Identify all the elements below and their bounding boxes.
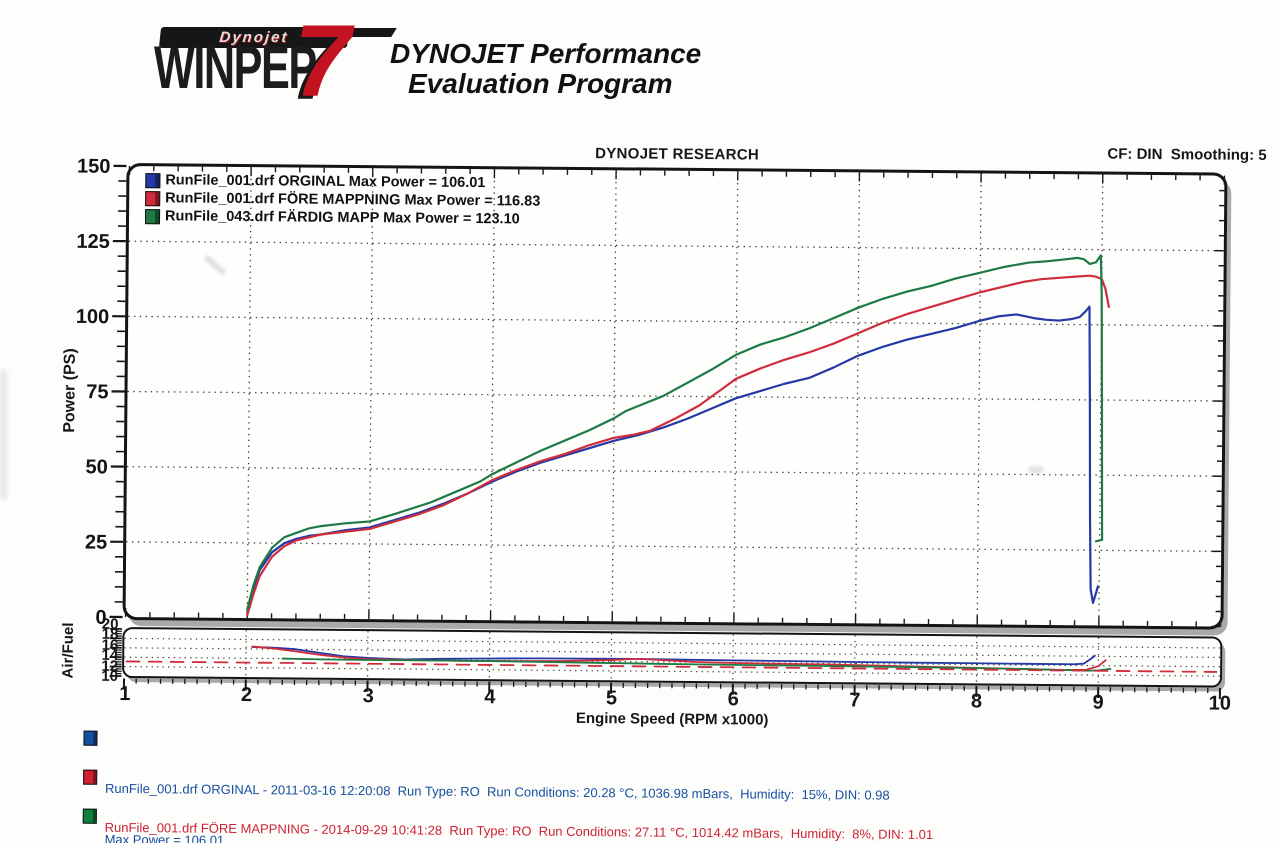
svg-text:75: 75 (86, 381, 108, 403)
legend-swatch-red (145, 190, 161, 206)
svg-text:150: 150 (77, 156, 111, 178)
legend-swatch-blue (145, 172, 161, 188)
x-tick-label: 2 (240, 684, 253, 707)
svg-text:100: 100 (76, 306, 110, 328)
run-swatch-green (82, 808, 97, 824)
x-tick-label: 6 (727, 688, 739, 711)
x-tick-label: 4 (484, 686, 496, 709)
scan-edge-shadow (0, 370, 7, 500)
airfuel-chart-plot (109, 627, 1221, 700)
scan-smudge (1028, 466, 1044, 474)
legend-label: RunFile_001.drf ORGINAL Max Power = 106.… (165, 172, 486, 192)
x-axis-title: Engine Speed (RPM x1000) (575, 709, 769, 729)
tagline-line1: DYNOJET Performance (390, 38, 702, 69)
power-chart-plot: 0 25 50 75 100 125 150 (76, 156, 1226, 629)
correction-smoothing-text: CF: DIN Smoothing: 5 (1107, 145, 1267, 164)
svg-text:125: 125 (76, 231, 110, 253)
tagline-line2: Evaluation Program (408, 68, 673, 99)
x-tick-label: 8 (970, 690, 983, 713)
power-chart-frame: 0 25 50 75 100 125 150 RunFile_001.drf ORGINAL… (76, 156, 1228, 630)
x-tick-label: 10 (1208, 692, 1232, 715)
legend-item-fardig-mapp: RunFile_043.drf FÄRDIG MAPP Max Power = … (144, 207, 540, 228)
x-tick-label: 7 (849, 689, 861, 712)
svg-text:50: 50 (86, 456, 108, 478)
x-tick-label: 9 (1092, 691, 1104, 714)
svg-text:25: 25 (85, 531, 107, 553)
x-tick-label: 3 (362, 685, 374, 708)
svg-text:0: 0 (95, 607, 106, 629)
x-axis-tick-labels: 1 2 3 4 5 6 7 8 9 10 (6, 0, 1280, 715)
run-swatch-red (83, 769, 98, 785)
winpep-wordmark: WINPEP (154, 34, 317, 101)
chart-legend: RunFile_001.drf ORGINAL Max Power = 106.… (144, 171, 541, 228)
x-tick-label: 5 (605, 687, 618, 710)
airfuel-y-tick-labels: 20 18 16 14 12 10 (84, 616, 119, 685)
y-axis-title-power: Power (PS) (61, 348, 79, 433)
run-entry-fardig-mapp: RunFile_043.drf FÄRDIG MAPP - 2014-09-29… (82, 807, 915, 843)
legend-label: RunFile_001.drf FÖRE MAPPNING Max Power … (165, 190, 541, 210)
x-tick-label: 1 (119, 682, 131, 706)
airfuel-y-tick-label: 10 (101, 667, 119, 685)
y-axis-title-airfuel: Air/Fuel (59, 622, 77, 679)
run-swatch-blue (83, 730, 98, 746)
winpep-7-numeral: 7 (294, 4, 351, 118)
legend-label: RunFile_043.drf FÄRDIG MAPP Max Power = … (164, 208, 520, 228)
airfuel-chart-frame (109, 626, 1223, 700)
legend-swatch-green (144, 208, 161, 224)
